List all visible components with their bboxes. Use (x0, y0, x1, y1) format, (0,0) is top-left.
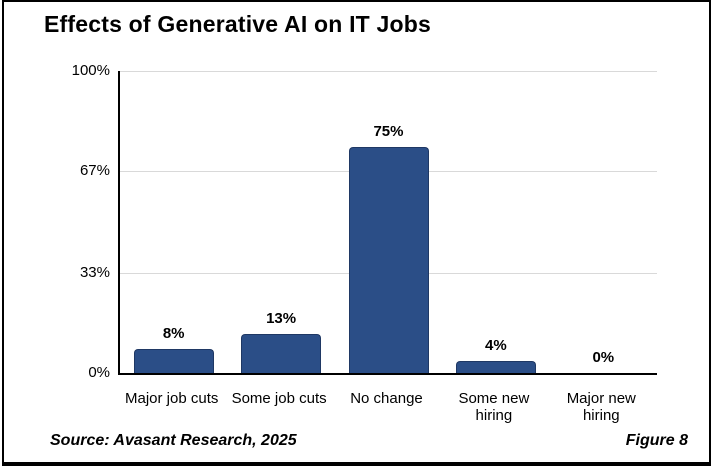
figure-label: Figure 8 (625, 432, 688, 449)
bar-value-label: 75% (373, 122, 404, 140)
bar (455, 360, 536, 373)
category-label: Some job cuts (225, 390, 332, 407)
gridline (120, 71, 657, 72)
y-tick-label: 67% (79, 161, 110, 179)
bar-value-label: 13% (266, 309, 297, 327)
category-label-line: Major job cuts (125, 390, 219, 407)
bar-value-label: 8% (162, 324, 185, 342)
plot-area: 8% 13% 75% 4% 0% (118, 71, 657, 375)
category-label: Some new hiring (440, 390, 547, 424)
y-tick-label: 100% (71, 62, 110, 79)
bar (241, 333, 322, 373)
category-label-line: hiring (475, 407, 513, 424)
category-label-line: Some new (458, 390, 530, 407)
bar (348, 146, 429, 373)
y-tick-label: 33% (79, 264, 110, 282)
bar (133, 348, 214, 373)
bar-value-label: 4% (485, 336, 507, 354)
category-label: Major job cuts (118, 390, 225, 407)
category-label-line: No change (350, 390, 423, 407)
category-label-line: Some job cuts (231, 390, 327, 407)
y-tick-label: 0% (88, 364, 110, 381)
chart-title: Effects of Generative AI on IT Jobs (44, 11, 432, 37)
category-label-line: Major new (566, 390, 636, 407)
category-label-line: hiring (582, 407, 620, 424)
category-label: No change (333, 390, 440, 407)
source-note: Source: Avasant Research, 2025 (50, 432, 297, 449)
bar-value-label: 0% (592, 349, 615, 366)
category-label: Major new hiring (548, 390, 655, 424)
